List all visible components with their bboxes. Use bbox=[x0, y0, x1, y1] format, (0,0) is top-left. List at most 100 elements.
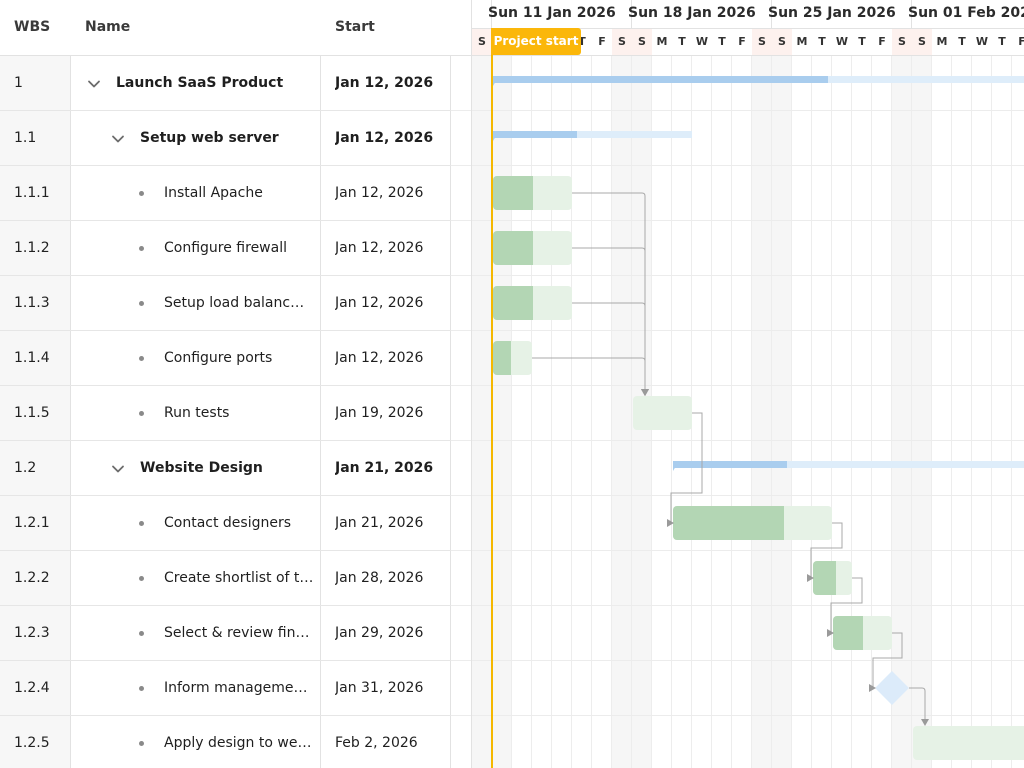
dependency-link[interactable] bbox=[827, 577, 863, 637]
day-header-label: S bbox=[772, 29, 792, 55]
project-start-line bbox=[491, 28, 493, 768]
chevron-down-icon[interactable] bbox=[111, 462, 125, 476]
grid-row[interactable]: 1.1.4 Configure ports Jan 12, 2026 bbox=[0, 331, 451, 386]
task-name-cell[interactable]: Apply design to we… bbox=[164, 735, 312, 751]
dependency-link[interactable] bbox=[532, 357, 649, 396]
dependency-link[interactable] bbox=[869, 632, 903, 692]
summary-bar[interactable] bbox=[493, 76, 1024, 83]
day-column bbox=[752, 56, 772, 768]
task-name-cell[interactable]: Configure ports bbox=[164, 350, 273, 366]
day-header-label: S bbox=[752, 29, 772, 55]
column-header-start[interactable]: Start bbox=[335, 19, 375, 35]
start-date-cell[interactable]: Jan 28, 2026 bbox=[335, 570, 424, 586]
task-bar[interactable] bbox=[493, 176, 572, 210]
task-name-cell[interactable]: Create shortlist of t… bbox=[164, 570, 314, 586]
grid-row[interactable]: 1 Launch SaaS Product Jan 12, 2026 bbox=[0, 56, 451, 111]
bullet-icon bbox=[139, 576, 144, 581]
column-divider[interactable] bbox=[320, 0, 321, 768]
dependency-link[interactable] bbox=[667, 412, 703, 527]
task-name-cell[interactable]: Setup web server bbox=[140, 130, 279, 146]
task-bar[interactable] bbox=[813, 561, 852, 595]
day-header-label: T bbox=[678, 35, 686, 48]
task-name-cell[interactable]: Select & review fin… bbox=[164, 625, 310, 641]
day-column bbox=[772, 56, 792, 768]
task-bar[interactable] bbox=[633, 396, 692, 430]
day-header-label: T bbox=[818, 35, 826, 48]
bullet-icon bbox=[139, 741, 144, 746]
summary-progress bbox=[493, 76, 828, 83]
column-header-wbs[interactable]: WBS bbox=[14, 19, 51, 35]
task-bar[interactable] bbox=[673, 506, 832, 540]
column-divider[interactable] bbox=[70, 0, 71, 768]
start-date-cell[interactable]: Jan 12, 2026 bbox=[335, 295, 424, 311]
wbs-cell: 1.1.5 bbox=[14, 405, 50, 421]
grid-row[interactable]: 1.2.5 Apply design to we… Feb 2, 2026 bbox=[0, 716, 451, 768]
dependency-link[interactable] bbox=[909, 687, 929, 726]
start-date-cell[interactable]: Jan 12, 2026 bbox=[335, 350, 424, 366]
task-name-cell[interactable]: Contact designers bbox=[164, 515, 292, 531]
task-name-cell[interactable]: Run tests bbox=[164, 405, 230, 421]
timeline-header-border bbox=[451, 55, 1024, 56]
start-date-cell[interactable]: Jan 19, 2026 bbox=[335, 405, 424, 421]
task-progress bbox=[493, 341, 511, 375]
chevron-down-icon[interactable] bbox=[87, 77, 101, 91]
day-header-label: T bbox=[998, 35, 1006, 48]
task-name-cell[interactable]: Setup load balanc… bbox=[164, 295, 305, 311]
grid-row[interactable]: 1.2 Website Design Jan 21, 2026 bbox=[0, 441, 451, 496]
summary-bar[interactable] bbox=[493, 131, 692, 138]
day-header-label: M bbox=[656, 35, 668, 48]
grid-row[interactable]: 1.1.1 Install Apache Jan 12, 2026 bbox=[0, 166, 451, 221]
task-bar[interactable] bbox=[493, 341, 532, 375]
bullet-icon bbox=[139, 356, 144, 361]
summary-bar[interactable] bbox=[673, 461, 1024, 468]
task-name-cell[interactable]: Install Apache bbox=[164, 185, 263, 201]
start-date-cell[interactable]: Jan 31, 2026 bbox=[335, 680, 424, 696]
wbs-cell: 1.2.4 bbox=[14, 680, 50, 696]
grid-row[interactable]: 1.2.4 Inform manageme… Jan 31, 2026 bbox=[0, 661, 451, 716]
chevron-down-icon[interactable] bbox=[111, 132, 125, 146]
grid-row[interactable]: 1.1.3 Setup load balanc… Jan 12, 2026 bbox=[0, 276, 451, 331]
day-header-label: M bbox=[796, 35, 808, 48]
week-header-label: Sun 18 Jan 2026 bbox=[628, 5, 756, 21]
day-header-label: W bbox=[835, 35, 849, 48]
task-progress bbox=[493, 176, 533, 210]
start-date-cell[interactable]: Jan 21, 2026 bbox=[335, 515, 424, 531]
column-header-name[interactable]: Name bbox=[85, 19, 131, 35]
day-column bbox=[552, 56, 572, 768]
start-date-cell[interactable]: Jan 12, 2026 bbox=[335, 240, 424, 256]
grid-row[interactable]: 1.1 Setup web server Jan 12, 2026 bbox=[0, 111, 451, 166]
timeline-row-line bbox=[451, 440, 1024, 441]
task-bar[interactable] bbox=[913, 726, 1024, 760]
task-name-cell[interactable]: Website Design bbox=[140, 460, 263, 476]
dependency-link[interactable] bbox=[807, 522, 843, 582]
task-name-cell[interactable]: Inform manageme… bbox=[164, 680, 308, 696]
wbs-cell: 1.1.4 bbox=[14, 350, 50, 366]
start-date-cell[interactable]: Jan 21, 2026 bbox=[335, 460, 434, 476]
grid-row[interactable]: 1.2.3 Select & review fin… Jan 29, 2026 bbox=[0, 606, 451, 661]
task-bar[interactable] bbox=[493, 231, 572, 265]
dependency-link[interactable] bbox=[572, 247, 649, 396]
grid-row[interactable]: 1.1.5 Run tests Jan 19, 2026 bbox=[0, 386, 451, 441]
start-date-cell[interactable]: Jan 12, 2026 bbox=[335, 130, 434, 146]
task-name-cell[interactable]: Launch SaaS Product bbox=[116, 75, 284, 91]
start-date-cell[interactable]: Jan 29, 2026 bbox=[335, 625, 424, 641]
dependency-link[interactable] bbox=[572, 302, 649, 396]
task-name-cell[interactable]: Configure firewall bbox=[164, 240, 287, 256]
start-date-cell[interactable]: Feb 2, 2026 bbox=[335, 735, 418, 751]
week-divider bbox=[631, 0, 632, 28]
grid-row[interactable]: 1.2.2 Create shortlist of t… Jan 28, 2026 bbox=[0, 551, 451, 606]
day-column bbox=[872, 56, 892, 768]
grid-row[interactable]: 1.2.1 Contact designers Jan 21, 2026 bbox=[0, 496, 451, 551]
gantt-timeline[interactable]: Sun 11 Jan 2026 Sun 18 Jan 2026 Sun 25 Jan… bbox=[451, 0, 1024, 768]
day-header-label: F bbox=[878, 35, 886, 48]
start-date-cell[interactable]: Jan 12, 2026 bbox=[335, 75, 434, 91]
dependency-link[interactable] bbox=[572, 192, 649, 396]
week-divider bbox=[491, 0, 492, 28]
start-date-cell[interactable]: Jan 12, 2026 bbox=[335, 185, 424, 201]
grid-row[interactable]: 1.1.2 Configure firewall Jan 12, 2026 bbox=[0, 221, 451, 276]
day-column bbox=[972, 56, 992, 768]
day-header-label: S bbox=[632, 29, 652, 55]
task-bar[interactable] bbox=[493, 286, 572, 320]
week-divider bbox=[911, 0, 912, 28]
task-bar[interactable] bbox=[833, 616, 892, 650]
